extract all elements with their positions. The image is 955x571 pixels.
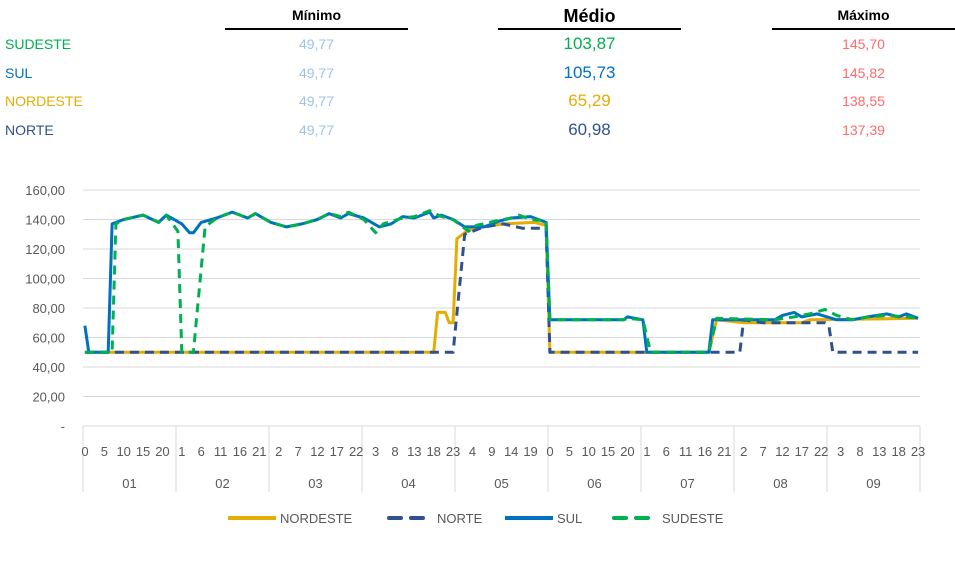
x-tick-label: 21 bbox=[252, 444, 266, 459]
legend-label: SUDESTE bbox=[662, 511, 724, 526]
x-tick-label: 5 bbox=[566, 444, 573, 459]
min-value: 49,77 bbox=[298, 36, 335, 52]
x-tick-label: 2 bbox=[740, 444, 747, 459]
y-tick-label: 80,00 bbox=[32, 301, 65, 316]
header-min: Mínimo bbox=[292, 7, 341, 23]
x-tick-label: 22 bbox=[349, 444, 363, 459]
x-tick-label: 22 bbox=[814, 444, 828, 459]
x-tick-label: 8 bbox=[856, 444, 863, 459]
x-tick-label: 23 bbox=[446, 444, 460, 459]
x-tick-label: 18 bbox=[426, 444, 440, 459]
x-tick-label: 13 bbox=[407, 444, 421, 459]
x-tick-label: 14 bbox=[504, 444, 518, 459]
header-max-underline bbox=[772, 28, 955, 30]
x-group-label: 02 bbox=[215, 476, 229, 491]
y-tick-label: 60,00 bbox=[32, 331, 65, 346]
region-name: SUDESTE bbox=[5, 36, 72, 52]
x-tick-label: 1 bbox=[643, 444, 650, 459]
x-group-label: 01 bbox=[122, 476, 136, 491]
max-value: 138,55 bbox=[842, 93, 885, 109]
x-tick-label: 7 bbox=[294, 444, 301, 459]
series-line-sul bbox=[83, 210, 919, 354]
x-tick-label: 17 bbox=[795, 444, 809, 459]
x-tick-label: 11 bbox=[214, 444, 228, 459]
x-tick-label: 20 bbox=[155, 444, 169, 459]
avg-value: 103,87 bbox=[563, 34, 616, 53]
x-group-label: 05 bbox=[494, 476, 508, 491]
x-tick-label: 0 bbox=[81, 444, 88, 459]
max-value: 145,82 bbox=[842, 64, 885, 81]
x-group-label: 06 bbox=[587, 476, 601, 491]
x-tick-label: 6 bbox=[198, 444, 205, 459]
x-tick-label: 2 bbox=[275, 444, 282, 459]
x-tick-label: 5 bbox=[101, 444, 108, 459]
x-tick-label: 6 bbox=[663, 444, 670, 459]
x-tick-label: 3 bbox=[372, 444, 379, 459]
series-line-nordeste bbox=[84, 220, 919, 354]
x-tick-label: 15 bbox=[601, 444, 615, 459]
y-tick-label: 20,00 bbox=[32, 390, 65, 405]
region-name: SUL bbox=[5, 64, 33, 81]
header-min-underline bbox=[225, 28, 408, 30]
x-tick-label: 11 bbox=[679, 444, 693, 459]
x-group-label: 03 bbox=[308, 476, 322, 491]
x-tick-label: 20 bbox=[620, 444, 634, 459]
avg-value: 105,73 bbox=[563, 62, 616, 82]
max-value: 137,39 bbox=[842, 121, 885, 138]
x-tick-label: 3 bbox=[837, 444, 844, 459]
x-tick-label: 10 bbox=[581, 444, 595, 459]
x-tick-label: 12 bbox=[310, 444, 324, 459]
x-tick-label: 8 bbox=[391, 444, 398, 459]
x-group-label: 07 bbox=[680, 476, 694, 491]
x-tick-label: 18 bbox=[891, 444, 905, 459]
x-tick-label: 4 bbox=[469, 444, 476, 459]
y-tick-label: 40,00 bbox=[32, 360, 65, 375]
x-group-label: 09 bbox=[866, 476, 880, 491]
series-line-norte bbox=[84, 222, 919, 354]
min-value: 49,77 bbox=[298, 121, 335, 138]
legend-label: NORDESTE bbox=[280, 511, 353, 526]
x-tick-label: 19 bbox=[523, 444, 537, 459]
x-tick-label: 21 bbox=[717, 444, 731, 459]
series-line-sudeste bbox=[84, 209, 919, 354]
header-max: Máximo bbox=[837, 7, 890, 23]
x-tick-label: 13 bbox=[872, 444, 886, 459]
x-tick-label: 10 bbox=[116, 444, 130, 459]
min-value: 49,77 bbox=[298, 93, 335, 109]
x-tick-label: 12 bbox=[775, 444, 789, 459]
avg-value: 65,29 bbox=[568, 91, 611, 110]
avg-value: 60,98 bbox=[568, 119, 611, 139]
region-name: NORDESTE bbox=[5, 93, 83, 109]
min-value: 49,77 bbox=[298, 64, 335, 81]
y-tick-label: 160,00 bbox=[25, 183, 65, 198]
region-name: NORTE bbox=[5, 121, 54, 138]
header-avg: Médio bbox=[563, 6, 616, 26]
header-avg-underline bbox=[498, 28, 681, 30]
x-tick-label: 17 bbox=[330, 444, 344, 459]
x-tick-label: 7 bbox=[759, 444, 766, 459]
y-tick-label: - bbox=[61, 419, 65, 434]
x-tick-label: 9 bbox=[488, 444, 495, 459]
legend-label: NORTE bbox=[437, 511, 483, 526]
legend-label: SUL bbox=[557, 511, 582, 526]
x-tick-label: 0 bbox=[546, 444, 553, 459]
x-tick-label: 15 bbox=[136, 444, 150, 459]
x-group-label: 04 bbox=[401, 476, 415, 491]
max-value: 145,70 bbox=[842, 36, 885, 52]
x-tick-label: 23 bbox=[911, 444, 925, 459]
x-tick-label: 16 bbox=[233, 444, 247, 459]
y-tick-label: 140,00 bbox=[25, 213, 65, 228]
x-tick-label: 16 bbox=[698, 444, 712, 459]
y-tick-label: 120,00 bbox=[25, 242, 65, 257]
x-group-label: 08 bbox=[773, 476, 787, 491]
x-tick-label: 1 bbox=[178, 444, 185, 459]
y-tick-label: 100,00 bbox=[25, 272, 65, 287]
